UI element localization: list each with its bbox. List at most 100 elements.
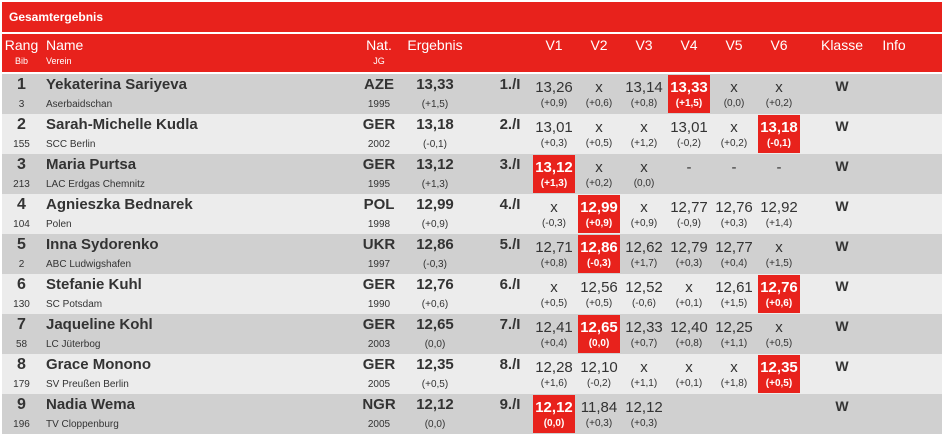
attempt-cell-v3: 12,52 (-0,6): [622, 274, 666, 314]
header-name: Name: [46, 37, 84, 53]
attempt-wind: (-0,9): [677, 218, 701, 229]
header-verein: Verein: [46, 56, 72, 66]
attempt-value: 13,12: [535, 159, 573, 176]
nation-code: GER: [362, 116, 396, 133]
athlete-name: Grace Monono: [46, 356, 152, 373]
athlete-name: Nadia Wema: [46, 396, 135, 413]
attempt-wind: (0,0): [588, 338, 610, 349]
attempt-value: 12,40: [670, 319, 708, 336]
attempt-cell-v2: 12,10 (-0,2): [577, 354, 621, 394]
klasse-cell: W: [835, 358, 849, 374]
attempt-wind: (0,0): [543, 418, 565, 429]
attempt-value: 13,26: [535, 79, 573, 96]
attempt-wind: (+1,7): [630, 258, 658, 269]
attempt-cell-v6: x (+0,2): [757, 74, 801, 114]
attempt-value: 13,18: [760, 119, 798, 136]
attempt-cell-v5: -: [712, 154, 756, 194]
attempt-cell-v3: x (+0,9): [622, 194, 666, 234]
attempt-cell-v2: 12,86 (-0,3): [578, 235, 620, 273]
attempt-cell-v2: x (+0,5): [577, 114, 621, 154]
header-info: Info: [882, 37, 906, 53]
attempt-value: 12,12: [625, 399, 663, 416]
attempt-wind: (0,0): [723, 98, 745, 109]
attempt-cell-v5: x (+0,2): [712, 114, 756, 154]
attempt-value: 12,76: [715, 199, 753, 216]
attempt-cell-v4: 12,77 (-0,9): [667, 194, 711, 234]
bib-cell: 130: [13, 299, 30, 310]
nation-code: NGR: [362, 396, 396, 413]
attempt-cell-v6: 12,35 (+0,5): [758, 355, 800, 393]
attempt-cell-v5: 12,25 (+1,1): [712, 314, 756, 354]
attempt-cell-v6: -: [757, 154, 801, 194]
rank-cell: 3: [17, 156, 26, 173]
attempt-cell-v2: 12,99 (+0,9): [578, 195, 620, 233]
attempt-cell-v1: 12,12 (0,0): [533, 395, 575, 433]
result-value: 12,86: [416, 236, 454, 253]
attempt-wind: (+0,2): [585, 178, 613, 189]
attempt-value: 12,10: [580, 359, 618, 376]
bib-cell: 58: [15, 339, 28, 350]
result-value: 12,99: [416, 196, 454, 213]
result-wind: (+0,5): [421, 379, 449, 390]
attempt-value: 12,41: [535, 319, 573, 336]
attempt-value: x: [730, 79, 738, 96]
result-wind: (+1,5): [421, 99, 449, 110]
attempt-cell-v3: 12,62 (+1,7): [622, 234, 666, 274]
header-bib: Bib: [14, 56, 28, 66]
nation-code: GER: [362, 316, 396, 333]
attempt-value: x: [775, 319, 783, 336]
attempt-value: x: [640, 159, 648, 176]
attempt-value: x: [640, 119, 648, 136]
attempt-value: 12,25: [715, 319, 753, 336]
attempt-value: 12,12: [535, 399, 573, 416]
attempt-cell-v1: 13,01 (+0,3): [532, 114, 576, 154]
attempt-cell-v2: x (+0,2): [577, 154, 621, 194]
klasse-cell: W: [835, 278, 849, 294]
header-nat: Nat.: [366, 37, 392, 53]
attempt-value: 13,01: [535, 119, 573, 136]
birth-year: 1990: [367, 299, 391, 310]
attempt-wind: (-0,3): [542, 218, 566, 229]
attempt-cell-v4: -: [667, 154, 711, 194]
attempt-cell-v2: x (+0,6): [577, 74, 621, 114]
attempt-wind: (+1,5): [720, 298, 748, 309]
place-label: 6./I: [499, 276, 521, 293]
rank-cell: 6: [17, 276, 26, 293]
attempt-wind: (+0,2): [720, 138, 748, 149]
attempt-wind: (+0,8): [675, 338, 703, 349]
klasse-cell: W: [835, 198, 849, 214]
result-value: 12,65: [416, 316, 454, 333]
club-name: ABC Ludwigshafen: [46, 259, 132, 270]
attempt-value: 12,86: [580, 239, 618, 256]
place-label: 5./I: [499, 236, 521, 253]
attempt-wind: (-0,3): [587, 258, 611, 269]
attempt-cell-v4: 13,33 (+1,5): [668, 75, 710, 113]
result-wind: (+0,6): [421, 299, 449, 310]
attempt-value: x: [775, 239, 783, 256]
bib-cell: 2: [18, 259, 25, 270]
attempt-cell-v5: 12,61 (+1,5): [712, 274, 756, 314]
header-ergebnis: Ergebnis: [407, 37, 463, 53]
place-label: 2./I: [499, 116, 521, 133]
attempt-wind: (+1,4): [765, 218, 793, 229]
attempt-wind: (+0,4): [540, 338, 568, 349]
result-value: 12,76: [416, 276, 454, 293]
nation-code: GER: [362, 156, 396, 173]
attempt-cell-v2: 12,65 (0,0): [578, 315, 620, 353]
athlete-name: Maria Purtsa: [46, 156, 137, 173]
attempt-cell-v4: 13,01 (-0,2): [667, 114, 711, 154]
attempt-cell-v2: 11,84 (+0,3): [577, 394, 621, 434]
attempt-value: 12,56: [580, 279, 618, 296]
result-wind: (+0,9): [421, 219, 449, 230]
header-v2: V2: [590, 37, 608, 53]
attempt-wind: (+0,1): [675, 298, 703, 309]
place-label: 9./I: [499, 396, 521, 413]
attempt-wind: (-0,6): [632, 298, 656, 309]
attempt-value: -: [686, 159, 692, 176]
result-value: 13,12: [416, 156, 454, 173]
attempt-wind: (+0,9): [540, 98, 568, 109]
attempt-cell-v1: 13,12 (+1,3): [533, 155, 575, 193]
attempt-cell-v1: 12,28 (+1,6): [532, 354, 576, 394]
athlete-name: Agnieszka Bednarek: [46, 196, 193, 213]
attempt-value: 12,77: [715, 239, 753, 256]
